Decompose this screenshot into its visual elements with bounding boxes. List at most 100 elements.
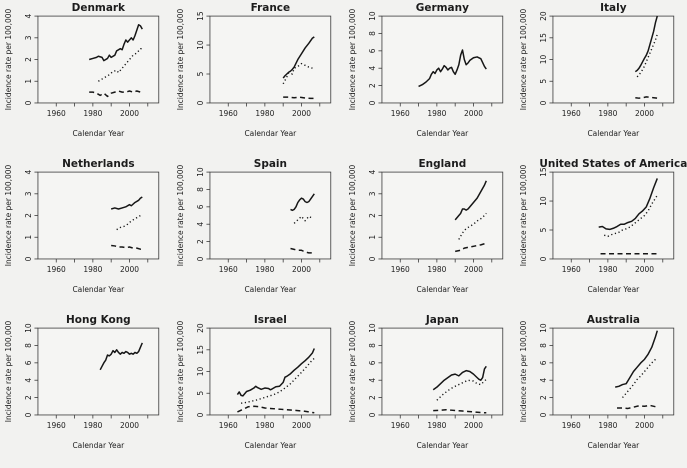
y-tick-label: 10	[367, 11, 376, 21]
y-axis-label: Incidence rate per 100,000	[519, 9, 528, 111]
series-dotted-line	[293, 215, 313, 224]
y-tick-label: 0	[24, 100, 33, 105]
x-tick-label: 1960	[218, 109, 237, 118]
x-tick-label: 1980	[255, 109, 274, 118]
x-tick-label: 2000	[120, 109, 139, 118]
x-tick-label: 2000	[292, 265, 311, 274]
series-solid-line	[598, 178, 659, 231]
x-tick-label: 2000	[635, 265, 654, 274]
chart-netherlands: Netherlands 1960 1980 2000 0 1 2 3 4 Incidence ra…	[0, 156, 172, 312]
x-tick-label: 1960	[390, 421, 409, 430]
series-dashed-line	[617, 404, 658, 410]
y-axis-label: Incidence rate per 100,000	[519, 165, 528, 267]
y-axis-label: Incidence rate per 100,000	[176, 9, 185, 111]
chart-title: Hong Kong	[66, 314, 131, 326]
chart-title: Japan	[424, 314, 458, 326]
series-dashed-line	[432, 409, 486, 414]
y-tick-label: 2	[367, 213, 376, 218]
y-tick-label: 20	[539, 11, 548, 21]
y-tick-label: 2	[24, 213, 33, 218]
x-tick-label: 1960	[47, 265, 66, 274]
y-tick-label: 10	[539, 196, 548, 206]
plot-area	[209, 171, 331, 260]
series-dashed-line	[282, 96, 315, 100]
x-tick-label: 1960	[562, 109, 581, 118]
y-tick-label: 6	[24, 360, 33, 365]
series-solid-line	[99, 342, 143, 371]
series-solid-line	[88, 24, 143, 62]
chart-united-states-of-america: United States of America 1960 1980 2000 0 5 10…	[515, 156, 687, 312]
chart-title: Australia	[587, 314, 640, 326]
chart-canvas: Germany 1960 1980 2000 0 2 4 6 8 10 Incidence rate…	[347, 2, 503, 138]
y-tick-label: 6	[196, 204, 205, 209]
series-dotted-line	[116, 213, 143, 231]
plot-area	[37, 327, 160, 416]
x-axis-label: Calendar Year	[588, 285, 641, 294]
series-solid-line	[236, 348, 315, 397]
y-tick-label: 5	[196, 391, 205, 396]
series-solid-line	[615, 330, 659, 388]
y-tick-label: 0	[367, 256, 376, 261]
y-axis-label: Incidence rate per 100,000	[519, 321, 528, 423]
chart-title: Netherlands	[62, 158, 134, 170]
x-axis-label: Calendar Year	[244, 441, 297, 450]
chart-hong-kong: Hong Kong 1960 1980 2000 0 2 4 6 8 10 Incidence ra…	[0, 312, 172, 468]
y-tick-label: 10	[196, 167, 205, 177]
x-axis-label: Calendar Year	[72, 441, 125, 450]
series-dashed-line	[454, 242, 486, 253]
x-tick-label: 2000	[463, 109, 482, 118]
y-tick-label: 4	[24, 13, 33, 18]
x-tick-label: 1980	[427, 421, 446, 430]
y-tick-label: 4	[196, 222, 205, 227]
y-tick-label: 2	[367, 395, 376, 400]
plot-area	[37, 15, 160, 104]
x-tick-label: 2000	[120, 265, 139, 274]
y-axis-label: Incidence rate per 100,000	[347, 165, 356, 267]
chart-canvas: England 1960 1980 2000 0 1 2 3 4 Incidence rate p…	[347, 158, 503, 294]
x-tick-label: 2000	[120, 421, 139, 430]
chart-canvas: Spain 1960 1980 2000 0 2 4 6 8 10 Incidence rate p…	[176, 158, 331, 294]
chart-england: England 1960 1980 2000 0 1 2 3 4 Incidence rate p…	[344, 156, 516, 312]
y-tick-label: 0	[196, 412, 205, 417]
chart-italy: Italy 1960 1980 2000 0 5 10 15 20 Incidence rate …	[515, 0, 687, 156]
series-dotted-line	[435, 378, 487, 401]
series-solid-line	[454, 180, 487, 221]
y-tick-label: 3	[24, 35, 33, 40]
x-tick-label: 2000	[635, 421, 654, 430]
y-axis-label: Incidence rate per 100,000	[4, 321, 13, 423]
chart-germany: Germany 1960 1980 2000 0 2 4 6 8 10 Incidence rate…	[344, 0, 516, 156]
plot-area	[381, 15, 503, 104]
y-tick-label: 4	[367, 169, 376, 174]
y-tick-label: 10	[539, 323, 548, 333]
y-tick-label: 8	[24, 343, 33, 348]
x-axis-label: Calendar Year	[72, 285, 125, 294]
x-axis-label: Calendar Year	[588, 441, 641, 450]
plot-area	[552, 171, 675, 260]
y-tick-label: 2	[539, 395, 548, 400]
series-solid-line	[432, 365, 487, 391]
chart-france: France 1960 1980 2000 0 5 10 15 Incidence rate p…	[172, 0, 344, 156]
chart-australia: Australia 1960 1980 2000 0 2 4 6 8 10 Incidence ra…	[515, 312, 687, 468]
y-axis-label: Incidence rate per 100,000	[347, 321, 356, 423]
chart-title: Germany	[415, 2, 468, 14]
plot-area	[37, 171, 160, 260]
y-tick-label: 4	[367, 378, 376, 383]
x-tick-label: 1960	[562, 265, 581, 274]
series-solid-line	[110, 196, 143, 210]
x-axis-label: Calendar Year	[244, 285, 297, 294]
y-tick-label: 15	[539, 167, 548, 177]
x-tick-label: 1980	[255, 421, 274, 430]
x-tick-label: 1980	[599, 265, 618, 274]
plot-area	[381, 327, 503, 416]
chart-title: Denmark	[72, 2, 126, 14]
y-axis-label: Incidence rate per 100,000	[176, 321, 185, 423]
y-tick-label: 10	[539, 55, 548, 65]
x-axis-label: Calendar Year	[416, 285, 469, 294]
y-tick-label: 0	[367, 100, 376, 105]
y-tick-label: 1	[24, 235, 33, 240]
x-tick-label: 1960	[218, 421, 237, 430]
x-tick-label: 1960	[218, 265, 237, 274]
chart-canvas: Netherlands 1960 1980 2000 0 1 2 3 4 Incidence ra…	[4, 158, 160, 294]
chart-canvas: Hong Kong 1960 1980 2000 0 2 4 6 8 10 Incidence ra…	[4, 314, 160, 450]
y-tick-label: 5	[539, 79, 548, 84]
